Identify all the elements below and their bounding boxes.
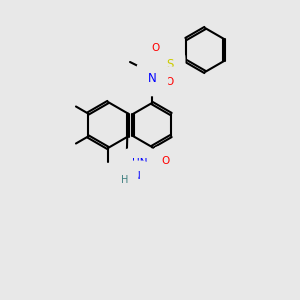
Text: O: O [162, 156, 170, 166]
Text: O: O [151, 43, 159, 53]
Text: O: O [166, 77, 174, 87]
Text: S: S [166, 58, 174, 71]
Text: H: H [121, 175, 129, 185]
Text: N: N [148, 71, 156, 85]
Text: HN: HN [132, 158, 148, 168]
Text: N: N [133, 171, 141, 181]
